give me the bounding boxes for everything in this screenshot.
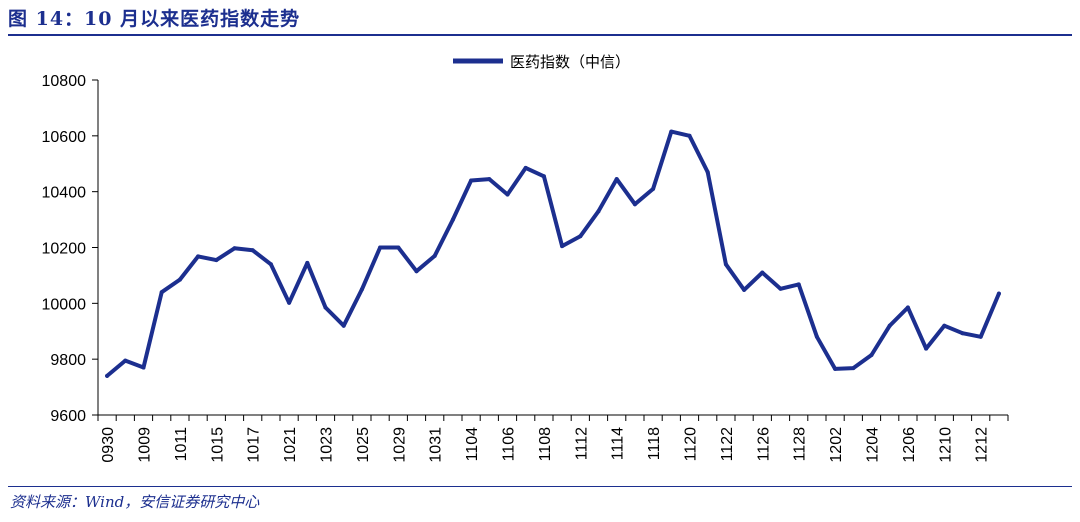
x-tick-label: 1106: [501, 427, 518, 462]
data-point: [851, 366, 856, 371]
data-point: [996, 291, 1001, 296]
x-tick-label: 1031: [428, 427, 445, 463]
x-tick-label: 1114: [610, 427, 627, 460]
data-point: [232, 246, 237, 251]
x-tick-label: 1017: [246, 427, 263, 463]
x-tick-label: 1202: [828, 427, 845, 463]
data-point: [105, 373, 110, 378]
data-point: [141, 365, 146, 370]
data-point: [705, 170, 710, 175]
data-point: [250, 248, 255, 253]
data-point: [323, 305, 328, 310]
data-point: [924, 346, 929, 351]
data-point: [378, 245, 383, 250]
x-tick-label: 1206: [901, 427, 918, 463]
figure-title: 图 14：10 月以来医药指数走势: [8, 8, 301, 30]
data-point: [196, 254, 201, 259]
data-point: [287, 300, 292, 305]
data-point: [778, 286, 783, 291]
data-point: [578, 234, 583, 239]
line-chart: 9600 9800 10000 10200 10400 10600 10800 0930 10…: [42, 53, 1009, 463]
data-point: [214, 258, 219, 263]
x-tick-label: 0930: [100, 427, 117, 463]
data-point: [560, 244, 565, 249]
x-tick-label: 1029: [391, 427, 408, 463]
data-point: [523, 165, 528, 170]
data-point: [396, 245, 401, 250]
series-group: [105, 129, 1001, 378]
legend: 医药指数（中信）: [453, 53, 630, 71]
y-tick-label: 10200: [42, 241, 87, 258]
data-point: [487, 177, 492, 182]
x-tick-label: 1120: [683, 427, 700, 462]
x-tick-label: 1023: [319, 427, 336, 463]
y-tick-label: 9800: [50, 352, 86, 369]
x-tick-label: 1104: [464, 427, 481, 462]
y-tick-label: 9600: [50, 408, 86, 425]
y-tick-label: 10800: [42, 73, 87, 90]
source-note: 资料来源：Wind，安信证券研究中心: [10, 493, 260, 511]
x-tick-label: 1025: [355, 427, 372, 463]
data-point: [833, 366, 838, 371]
data-point: [651, 186, 656, 191]
data-point: [887, 323, 892, 328]
data-point: [268, 262, 273, 267]
data-point: [159, 290, 164, 295]
data-point: [541, 174, 546, 179]
data-point: [978, 334, 983, 339]
data-point: [905, 305, 910, 310]
data-point: [432, 253, 437, 258]
data-point: [450, 217, 455, 222]
legend-label: 医药指数（中信）: [510, 53, 630, 71]
y-axis: 9600 9800 10000 10200 10400 10600 10800: [42, 73, 99, 425]
data-point: [814, 334, 819, 339]
data-point: [359, 287, 364, 292]
x-tick-label: 1009: [137, 427, 154, 463]
data-point: [960, 331, 965, 336]
y-tick-label: 10600: [42, 129, 87, 146]
data-point: [177, 277, 182, 282]
data-point: [760, 270, 765, 275]
x-tick-label: 1210: [937, 427, 954, 463]
data-point: [942, 323, 947, 328]
data-point: [687, 133, 692, 138]
data-point: [596, 209, 601, 214]
data-point: [305, 260, 310, 265]
title-rule: [8, 34, 1072, 36]
x-tick-label: 1112: [573, 427, 590, 460]
y-tick-label: 10400: [42, 185, 87, 202]
data-point: [742, 287, 747, 292]
data-point: [614, 177, 619, 182]
x-tick-label: 1118: [646, 427, 663, 460]
data-point: [414, 269, 419, 274]
x-axis: 0930 1009 1011 1015 1017 1021 1023 1025 1029 1031…: [97, 414, 1009, 463]
data-point: [796, 282, 801, 287]
x-tick-label: 1011: [173, 427, 190, 462]
series-line-medicine-index: [105, 129, 1001, 378]
x-tick-label: 1212: [974, 427, 991, 463]
data-point: [869, 353, 874, 357]
footer-rule: [8, 486, 1072, 487]
x-tick-label: 1122: [719, 427, 736, 462]
x-tick-label: 1204: [865, 427, 882, 463]
data-point: [669, 129, 674, 134]
data-point: [505, 192, 510, 197]
x-tick-label: 1126: [755, 427, 772, 462]
x-tick-label: 1108: [537, 427, 554, 462]
x-tick-label: 1021: [282, 427, 299, 463]
data-point: [341, 323, 346, 328]
data-point: [123, 358, 128, 363]
data-point: [723, 262, 728, 267]
x-tick-label: 1015: [209, 427, 226, 463]
y-tick-label: 10000: [42, 296, 87, 313]
data-point: [469, 178, 474, 183]
x-tick-label: 1128: [792, 427, 809, 462]
data-point: [632, 202, 637, 207]
